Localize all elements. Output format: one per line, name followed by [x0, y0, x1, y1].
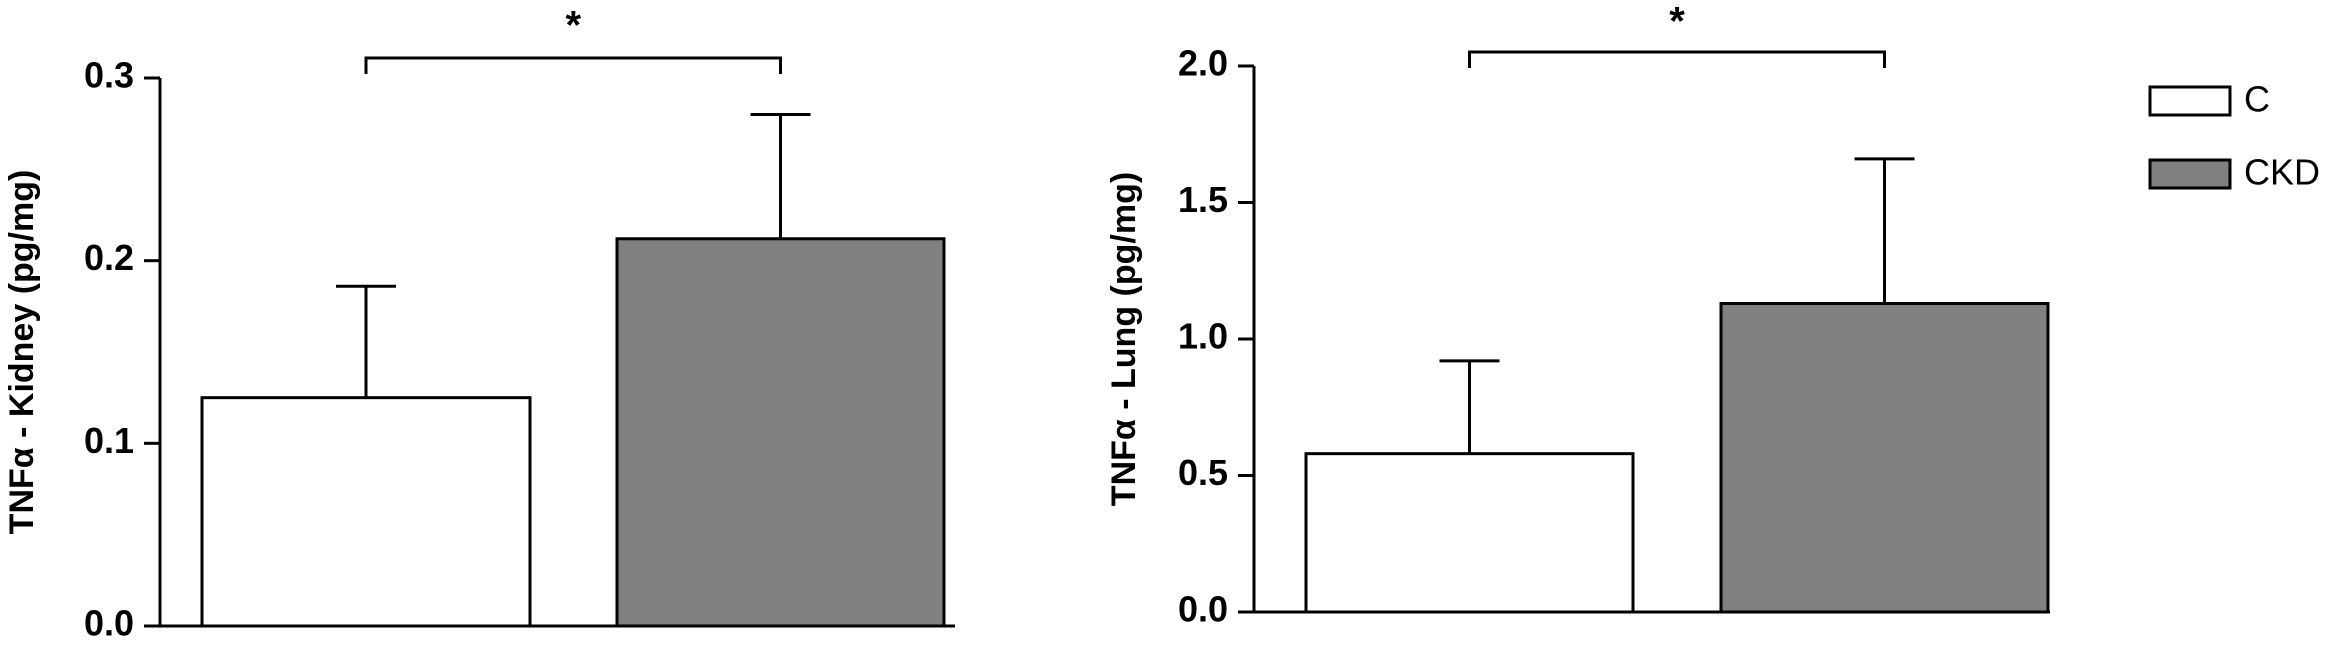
- y-tick-label: 0.3: [84, 55, 134, 96]
- y-axis-label: TNFα - Kidney (pg/mg): [3, 170, 41, 535]
- bar: [615, 237, 946, 628]
- significance-star: *: [565, 4, 581, 48]
- y-tick-label: 1.5: [1178, 179, 1228, 220]
- y-tick-label: 0.0: [84, 603, 134, 644]
- legend-swatch: [2148, 85, 2232, 117]
- y-tick-label: 2.0: [1178, 43, 1228, 84]
- y-tick-label: 0.5: [1178, 452, 1228, 493]
- bar: [1719, 302, 2050, 614]
- legend-label: CKD: [2244, 152, 2320, 193]
- y-tick-label: 0.0: [1178, 589, 1228, 630]
- significance-bracket: [364, 56, 782, 74]
- legend-swatch: [2148, 158, 2232, 190]
- y-tick-label: 0.2: [84, 237, 134, 278]
- y-axis-label: TNFα - Lung (pg/mg): [1105, 172, 1143, 506]
- bar: [200, 396, 532, 628]
- significance-bracket: [1468, 50, 1886, 68]
- significance-star: *: [1669, 0, 1685, 44]
- bar: [1304, 452, 1635, 614]
- legend-label: C: [2244, 79, 2270, 120]
- y-tick-label: 0.1: [84, 420, 134, 461]
- y-tick-label: 1.0: [1178, 316, 1228, 357]
